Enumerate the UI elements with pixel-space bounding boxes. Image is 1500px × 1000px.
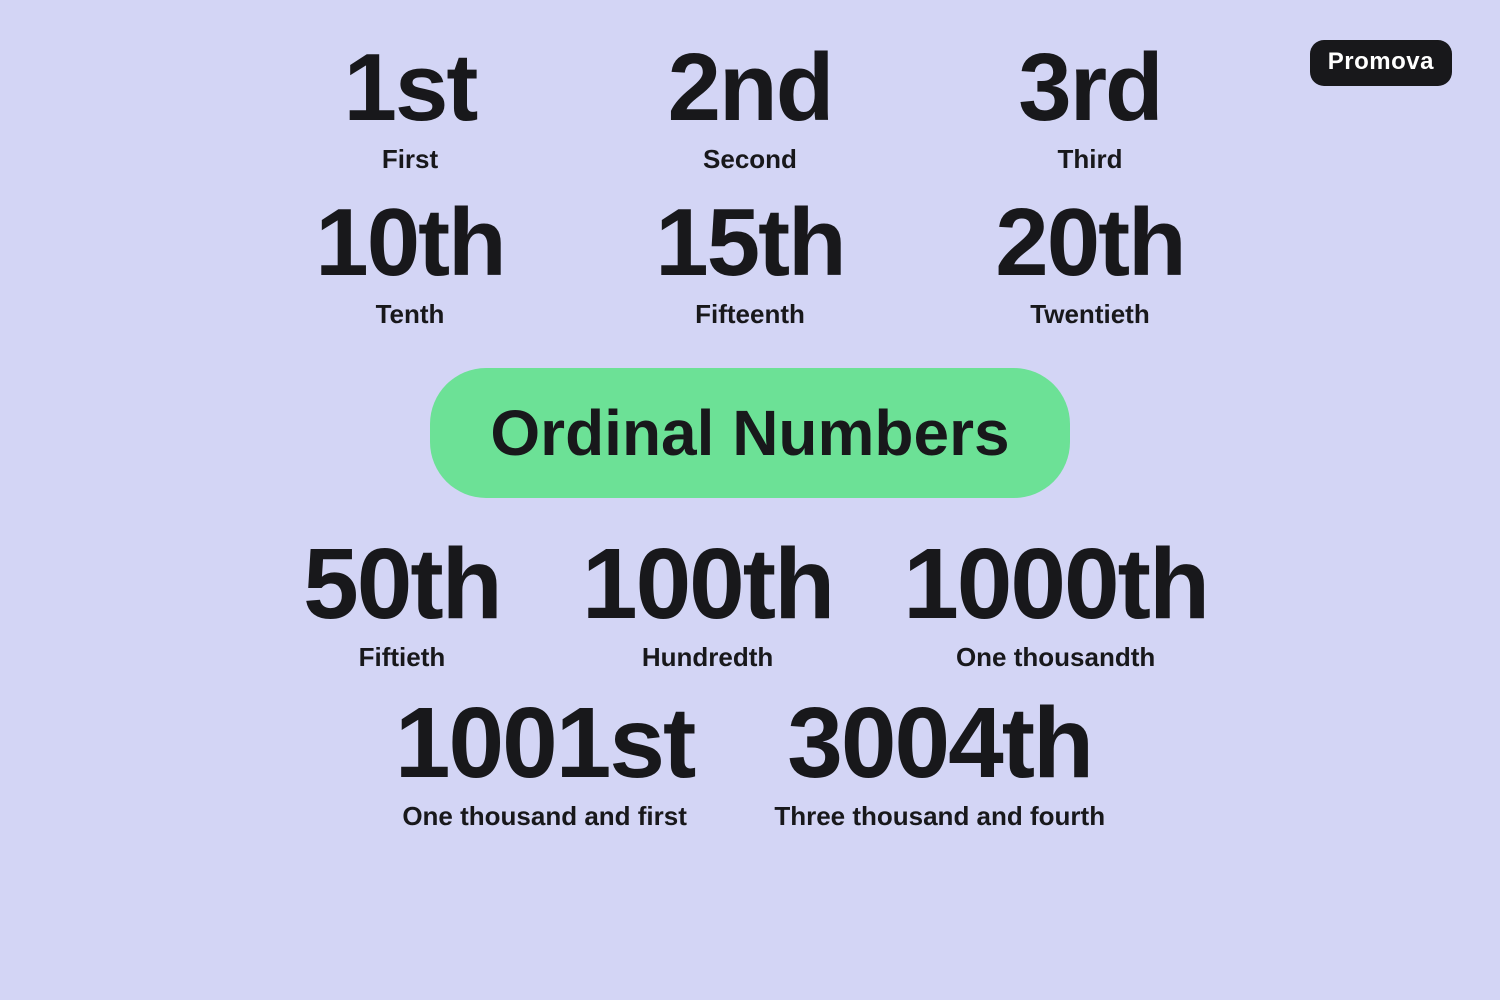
ordinal-word: Tenth [376, 299, 445, 330]
ordinal-item: 2nd Second [640, 40, 860, 175]
ordinal-word: Third [1058, 144, 1123, 175]
ordinal-word: One thousand and first [402, 801, 687, 832]
ordinal-number: 2nd [668, 40, 833, 136]
ordinal-word: Fifteenth [695, 299, 805, 330]
ordinal-item: 1000th One thousandth [903, 534, 1208, 673]
ordinal-item: 1001st One thousand and first [395, 693, 694, 832]
ordinal-number: 1st [344, 40, 477, 136]
ordinal-word: One thousandth [956, 642, 1155, 673]
ordinal-row: 1001st One thousand and first 3004th Thr… [395, 693, 1105, 832]
ordinal-word: Twentieth [1030, 299, 1149, 330]
ordinal-row: 1st First 2nd Second 3rd Third [300, 40, 1200, 175]
ordinal-item: 1st First [300, 40, 520, 175]
ordinal-row: 50th Fiftieth 100th Hundredth 1000th One… [292, 534, 1208, 673]
infographic-page: 1st First 2nd Second 3rd Third 10th Tent… [0, 0, 1500, 1000]
ordinal-number: 20th [995, 195, 1184, 291]
title-pill: Ordinal Numbers [430, 368, 1069, 498]
ordinal-word: Fiftieth [359, 642, 446, 673]
ordinal-number: 1000th [903, 534, 1208, 634]
ordinal-item: 3004th Three thousand and fourth [774, 693, 1105, 832]
ordinal-row: 10th Tenth 15th Fifteenth 20th Twentieth [300, 195, 1200, 330]
brand-logo: Promova [1310, 40, 1452, 86]
ordinal-word: First [382, 144, 438, 175]
ordinal-number: 10th [315, 195, 504, 291]
ordinal-number: 50th [303, 534, 501, 634]
ordinal-number: 1001st [395, 693, 694, 793]
ordinal-item: 10th Tenth [300, 195, 520, 330]
ordinal-word: Second [703, 144, 797, 175]
ordinal-number: 100th [582, 534, 833, 634]
ordinal-number: 3rd [1018, 40, 1161, 136]
ordinal-item: 100th Hundredth [582, 534, 833, 673]
ordinal-word: Three thousand and fourth [774, 801, 1105, 832]
ordinal-word: Hundredth [642, 642, 773, 673]
ordinal-item: 15th Fifteenth [640, 195, 860, 330]
ordinal-item: 50th Fiftieth [292, 534, 512, 673]
ordinal-item: 3rd Third [980, 40, 1200, 175]
ordinal-number: 3004th [787, 693, 1092, 793]
ordinal-item: 20th Twentieth [980, 195, 1200, 330]
ordinal-number: 15th [655, 195, 844, 291]
